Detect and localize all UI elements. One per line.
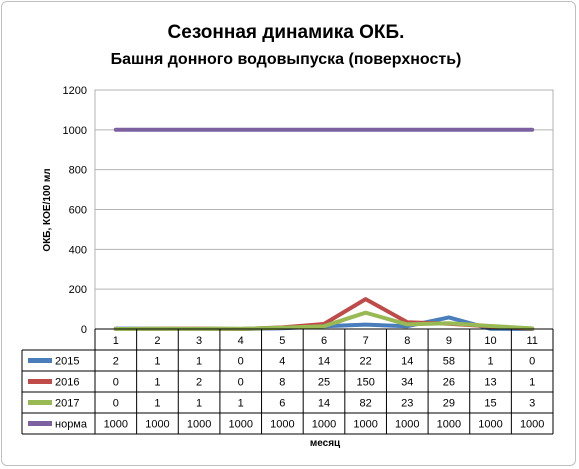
- data-label: 1000: [478, 419, 502, 431]
- x-tick-label: 6: [321, 335, 327, 347]
- gridlines: [94, 89, 554, 330]
- data-label: 58: [443, 356, 455, 368]
- data-label: 1000: [228, 419, 252, 431]
- legend-entry: 2016: [55, 377, 79, 389]
- x-tick-label: 11: [526, 335, 537, 347]
- data-label: 14: [318, 356, 330, 368]
- y-tick-label: 1200: [63, 85, 87, 97]
- data-label: 1000: [395, 419, 419, 431]
- x-tick-label: 8: [404, 335, 410, 347]
- data-label: 0: [113, 398, 119, 410]
- data-label: 29: [443, 398, 455, 410]
- data-label: 1000: [145, 419, 169, 431]
- data-label: 150: [356, 377, 374, 389]
- chart-subtitle: Башня донного водовыпуска (поверхность): [111, 51, 462, 68]
- data-label: 1: [196, 356, 202, 368]
- data-label: 0: [529, 356, 535, 368]
- data-label: 2: [113, 356, 119, 368]
- data-label: 0: [238, 356, 244, 368]
- data-label: 25: [318, 377, 330, 389]
- data-label: 1000: [312, 419, 336, 431]
- data-label: 82: [360, 398, 372, 410]
- x-axis-label: месяц: [310, 438, 341, 449]
- data-label: 0: [113, 377, 119, 389]
- x-tick-label: 9: [446, 335, 452, 347]
- data-label: 4: [279, 356, 285, 368]
- data-label: 1: [154, 398, 160, 410]
- data-label: 2: [196, 377, 202, 389]
- data-label: 15: [484, 398, 496, 410]
- data-label: 26: [443, 377, 455, 389]
- y-tick-label: 400: [69, 244, 87, 256]
- series-line-2: [113, 310, 535, 331]
- legend-entry: 2017: [55, 398, 79, 410]
- data-label: 1000: [187, 419, 211, 431]
- data-label: 34: [401, 377, 413, 389]
- x-tick-label: 4: [238, 335, 244, 347]
- x-tick-label: 2: [154, 335, 160, 347]
- data-label: 6: [279, 398, 285, 410]
- y-tick-label: 1000: [63, 125, 87, 137]
- x-tick-label: 10: [484, 335, 496, 347]
- y-tick-label: 200: [69, 284, 87, 296]
- y-tick-label: 0: [81, 324, 87, 336]
- data-label: 22: [360, 356, 372, 368]
- data-label: 1: [487, 356, 493, 368]
- data-label: 1000: [520, 419, 544, 431]
- x-tick-label: 5: [279, 335, 285, 347]
- data-label: 1000: [353, 419, 377, 431]
- data-label: 13: [484, 377, 496, 389]
- data-label: 1000: [104, 419, 128, 431]
- chart-title: Сезонная динамика ОКБ.: [168, 22, 405, 43]
- x-tick-label: 1: [113, 335, 119, 347]
- legend-entry: 2015: [55, 356, 79, 368]
- data-label: 14: [318, 398, 330, 410]
- y-axis-ticks: 0 200 400 600 800 1000 1200: [63, 85, 87, 336]
- y-tick-label: 600: [69, 205, 87, 217]
- data-label: 1: [529, 377, 535, 389]
- series-lines: [113, 127, 535, 331]
- data-label: 3: [529, 398, 535, 410]
- data-label: 14: [401, 356, 413, 368]
- x-tick-label: 7: [363, 335, 369, 347]
- data-label: 8: [279, 377, 285, 389]
- data-label: 1000: [270, 419, 294, 431]
- y-axis-label: ОКБ, КОЕ/100 мл: [42, 168, 53, 251]
- data-label: 1: [196, 398, 202, 410]
- data-label: 1: [238, 398, 244, 410]
- data-label: 1000: [437, 419, 461, 431]
- data-label: 23: [401, 398, 413, 410]
- data-label: 1: [154, 356, 160, 368]
- y-tick-label: 800: [69, 165, 87, 177]
- data-label: 1: [154, 377, 160, 389]
- x-tick-label: 3: [196, 335, 202, 347]
- legend-entry: норма: [55, 419, 88, 431]
- data-label: 0: [238, 377, 244, 389]
